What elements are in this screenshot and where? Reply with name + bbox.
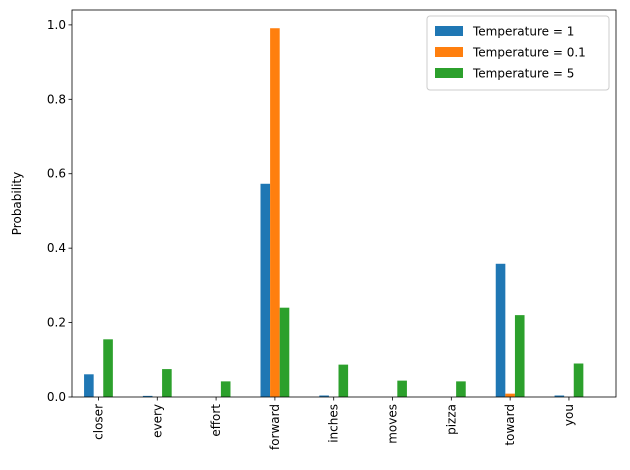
x-tick-label: every (150, 404, 164, 438)
bar-you-series-1 (554, 395, 565, 397)
legend-label: Temperature = 5 (472, 67, 574, 81)
y-axis: 0.0 0.2 0.4 0.6 0.8 1.0 (47, 18, 72, 404)
bar-every-series-3 (162, 369, 172, 397)
legend: Temperature = 1 Temperature = 0.1 Temperat… (426, 15, 610, 91)
bar-toward-series-3 (514, 315, 525, 397)
x-tick-label: moves (386, 404, 400, 444)
plot-frame (71, 9, 617, 398)
y-tick-label: 0.8 (47, 92, 66, 106)
bar-every-series-1 (142, 395, 153, 397)
bar-inches-series-3 (338, 364, 349, 397)
x-tick-label: pizza (444, 404, 458, 435)
bar-effort-series-3 (220, 381, 231, 397)
legend-swatch (435, 26, 463, 36)
bar-forward-series-1 (260, 183, 271, 397)
bars-group (84, 28, 584, 397)
y-tick-label: 0.0 (47, 390, 66, 404)
y-axis-label: Probability (10, 172, 24, 235)
legend-swatch (435, 47, 463, 57)
bar-closer-series-3 (103, 339, 113, 397)
x-tick-label: effort (209, 404, 223, 437)
bar-forward-series-3 (279, 307, 290, 397)
bar-you-series-3 (573, 363, 584, 397)
bar-toward-series-1 (495, 263, 506, 397)
bar-forward-series-2 (270, 28, 280, 397)
y-tick-label: 1.0 (47, 18, 66, 32)
x-tick-label: closer (91, 404, 105, 440)
y-tick-label: 0.4 (47, 241, 66, 255)
bar-moves-series-3 (397, 380, 407, 397)
x-tick-label: inches (327, 404, 341, 443)
legend-label: Temperature = 0.1 (472, 46, 586, 60)
legend-box (426, 15, 610, 91)
legend-label: Temperature = 1 (472, 25, 574, 39)
legend-swatch (435, 68, 463, 78)
x-tick-label: you (562, 404, 576, 426)
bar-pizza-series-3 (456, 381, 466, 397)
y-tick-label: 0.2 (47, 316, 66, 330)
x-tick-label: forward (268, 404, 282, 450)
x-tick-label: toward (503, 404, 517, 446)
bar-toward-series-2 (505, 393, 515, 397)
bar-closer-series-1 (84, 374, 94, 397)
y-tick-label: 0.6 (47, 167, 66, 181)
x-axis: closer every effort forward inches moves pizza… (91, 397, 576, 450)
bar-inches-series-1 (319, 395, 329, 397)
